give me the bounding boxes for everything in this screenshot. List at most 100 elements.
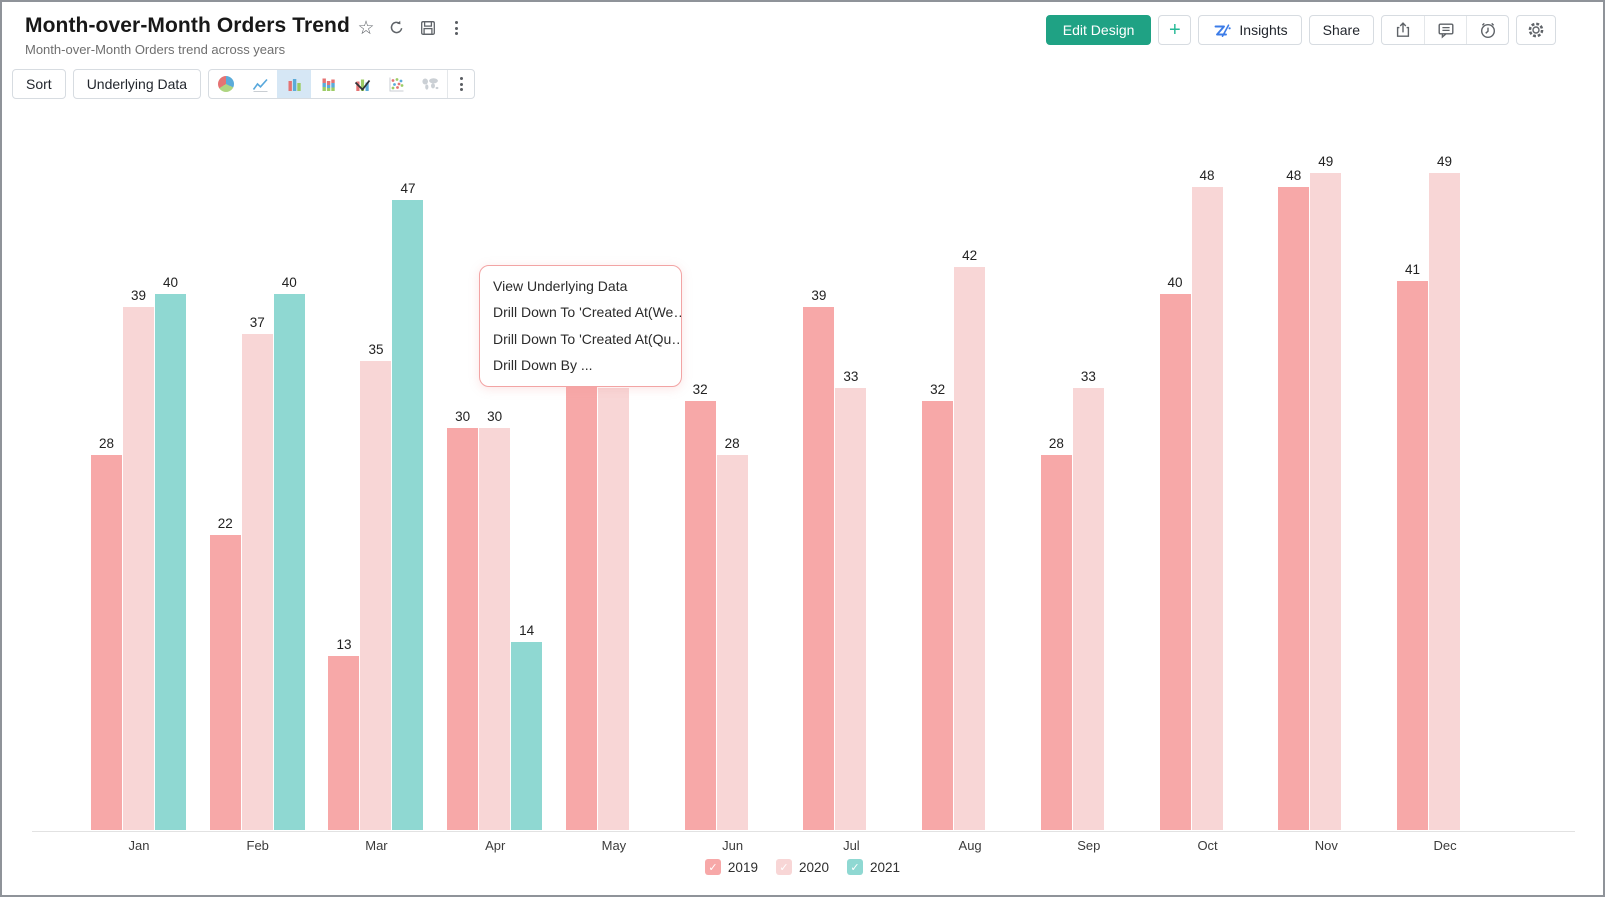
header-icon-group	[1381, 15, 1509, 45]
bar-2020-Jul[interactable]	[835, 387, 867, 830]
favorite-star-icon[interactable]: ☆	[357, 17, 375, 39]
export-icon[interactable]	[1382, 16, 1424, 44]
legend-label-2019: 2019	[727, 859, 758, 875]
bar-value-label-2019-Sep: 28	[1048, 435, 1064, 451]
bar-2020-Nov[interactable]	[1310, 173, 1342, 830]
bar-value-label-2019-Jul: 39	[811, 288, 827, 304]
bar-value-label-2019-Jun: 32	[692, 382, 708, 398]
chart-type-more-icon[interactable]	[447, 70, 474, 98]
zia-insights-button[interactable]: Insights	[1198, 15, 1302, 45]
bar-value-label-2021-Feb: 40	[281, 275, 297, 290]
bar-value-label-2021-Apr: 14	[519, 623, 535, 639]
refresh-icon[interactable]	[387, 17, 407, 39]
zia-insights-label: Insights	[1239, 22, 1288, 38]
page-title: Month-over-Month Orders Trend	[25, 14, 350, 37]
legend-checkbox-2020: ✓	[775, 859, 792, 875]
bar-value-label-2020-Jul: 33	[843, 368, 859, 384]
bar-2021-Feb[interactable]	[273, 294, 305, 830]
x-axis-label-Jan: Jan	[128, 838, 150, 853]
bar-2019-Jul[interactable]	[803, 307, 835, 830]
menu-item-view-underlying-data[interactable]: View Underlying Data	[493, 277, 628, 294]
bar-2021-Jan[interactable]	[155, 294, 186, 830]
bar-2019-Dec[interactable]	[1397, 280, 1429, 830]
bar-2021-Apr[interactable]	[511, 642, 543, 830]
bar-2019-Feb[interactable]	[209, 535, 241, 830]
bar-2020-May[interactable]	[597, 387, 629, 830]
underlying-data-button[interactable]: Underlying Data	[72, 69, 202, 99]
sort-button[interactable]: Sort	[12, 69, 66, 99]
x-axis-label-Sep: Sep	[1077, 838, 1101, 853]
header-actions: Edit Design + Insights Share	[1045, 15, 1556, 45]
x-axis-label-Mar: Mar	[365, 838, 388, 853]
chart-type-combo-icon[interactable]	[345, 70, 379, 98]
bar-value-label-2021-Mar: 47	[400, 181, 416, 197]
bar-value-label-2019-Aug: 32	[930, 382, 946, 398]
chart-type-pie-icon[interactable]	[209, 70, 243, 98]
bar-2020-Aug[interactable]	[954, 267, 986, 830]
settings-gear-icon[interactable]	[1516, 15, 1556, 45]
chart-type-scatter-icon[interactable]	[379, 70, 413, 98]
chart-type-stacked-bar-icon[interactable]	[311, 70, 345, 98]
edit-design-button[interactable]: Edit Design	[1045, 15, 1152, 45]
legend-item-2019[interactable]: ✓ 2019	[704, 859, 758, 875]
bar-2019-Apr[interactable]	[447, 428, 479, 830]
legend-checkbox-2021: ✓	[847, 859, 864, 875]
bar-2020-Jan[interactable]	[123, 307, 154, 830]
bar-2020-Mar[interactable]	[360, 361, 392, 830]
x-axis-label-Jun: Jun	[722, 838, 744, 853]
bar-value-label-2020-Apr: 30	[487, 409, 503, 424]
legend-label-2021: 2021	[870, 859, 901, 875]
bar-2020-Dec[interactable]	[1429, 173, 1461, 830]
bar-value-label-2021-Jan: 40	[162, 275, 179, 290]
bar-2020-Sep[interactable]	[1072, 387, 1104, 830]
bar-2019-Nov[interactable]	[1278, 186, 1310, 830]
bar-value-label-2020-Feb: 37	[249, 315, 265, 331]
bar-2019-Jan[interactable]	[91, 454, 122, 830]
add-button[interactable]: +	[1158, 15, 1192, 45]
x-axis-line	[32, 831, 1575, 832]
chart-type-map-icon[interactable]	[413, 70, 447, 98]
bar-2019-Oct[interactable]	[1159, 294, 1191, 830]
legend-item-2020[interactable]: ✓ 2020	[775, 859, 829, 875]
title-action-icons: ☆	[356, 17, 463, 39]
x-axis-label-Oct: Oct	[1197, 838, 1218, 853]
bar-2019-May[interactable]	[565, 374, 597, 830]
bar-value-label-2020-Mar: 35	[368, 342, 384, 357]
bar-value-label-2020-Jun: 28	[724, 435, 740, 451]
chart-legend: ✓ 2019 ✓ 2020 ✓ 2021	[2, 859, 1603, 875]
bar-2019-Sep[interactable]	[1040, 454, 1072, 830]
menu-item-drill-down-by[interactable]: Drill Down By ...	[493, 357, 593, 373]
bar-2019-Aug[interactable]	[922, 401, 954, 830]
save-icon[interactable]	[418, 17, 438, 39]
bar-2019-Jun[interactable]	[684, 401, 716, 830]
bar-value-label-2019-Jan: 28	[98, 435, 115, 451]
bar-2020-Jun[interactable]	[716, 454, 748, 830]
bar-2020-Apr[interactable]	[479, 428, 511, 830]
chart-toolbar: Sort Underlying Data	[12, 69, 476, 99]
bar-value-label-2020-Dec: 49	[1437, 154, 1453, 170]
alarm-icon[interactable]	[1466, 16, 1508, 44]
bar-2020-Oct[interactable]	[1191, 186, 1223, 830]
x-axis-label-Apr: Apr	[485, 838, 506, 853]
context-menu: View Underlying Data Drill Down To 'Crea…	[479, 265, 682, 387]
zia-logo-icon	[1212, 22, 1233, 39]
bar-value-label-2019-Oct: 40	[1167, 275, 1183, 290]
menu-item-drill-down-week[interactable]: Drill Down To 'Created At(We…	[493, 304, 681, 320]
bar-value-label-2020-Aug: 42	[962, 248, 978, 264]
bar-value-label-2020-Jan: 39	[130, 288, 147, 304]
bar-2021-Mar[interactable]	[392, 200, 424, 830]
menu-item-drill-down-quarter[interactable]: Drill Down To 'Created At(Qu…	[493, 330, 681, 347]
chart-type-bar-icon[interactable]	[277, 70, 312, 98]
bar-value-label-2019-Mar: 13	[336, 636, 352, 652]
more-vertical-icon[interactable]	[449, 18, 463, 38]
legend-item-2021[interactable]: ✓ 2021	[847, 859, 900, 875]
bar-2020-Feb[interactable]	[241, 334, 273, 830]
comment-icon[interactable]	[1424, 16, 1466, 44]
page-subtitle: Month-over-Month Orders trend across yea…	[25, 42, 286, 57]
bar-2019-Mar[interactable]	[328, 655, 360, 830]
legend-checkbox-2019: ✓	[704, 859, 721, 875]
x-axis-label-Dec: Dec	[1433, 838, 1457, 853]
chart-type-line-icon[interactable]	[243, 70, 277, 98]
share-button[interactable]: Share	[1308, 15, 1374, 45]
x-axis-label-Aug: Aug	[958, 838, 982, 853]
